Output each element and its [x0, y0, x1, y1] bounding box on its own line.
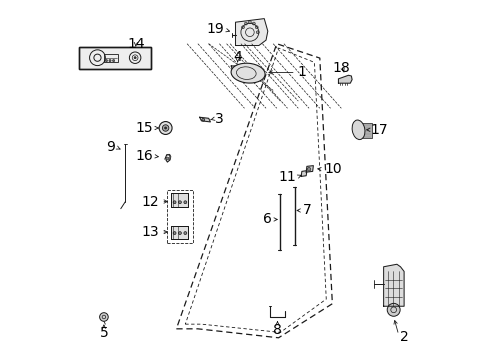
Circle shape — [173, 201, 176, 204]
Text: 1: 1 — [297, 66, 306, 80]
Ellipse shape — [231, 63, 264, 83]
Circle shape — [256, 31, 259, 34]
Text: 5: 5 — [100, 327, 108, 341]
Circle shape — [244, 22, 247, 25]
Bar — [79, 46, 150, 69]
Circle shape — [112, 59, 115, 62]
Circle shape — [241, 26, 244, 29]
Text: 13: 13 — [142, 225, 159, 239]
Text: 11: 11 — [278, 170, 296, 184]
Polygon shape — [305, 166, 313, 172]
Circle shape — [100, 313, 108, 321]
Circle shape — [248, 21, 251, 24]
Circle shape — [134, 57, 136, 59]
Circle shape — [159, 122, 172, 134]
Circle shape — [164, 127, 166, 129]
Text: 18: 18 — [332, 61, 349, 75]
Text: 10: 10 — [324, 162, 341, 176]
Circle shape — [183, 201, 186, 204]
Text: 4: 4 — [233, 50, 242, 64]
Circle shape — [105, 59, 107, 62]
Circle shape — [202, 118, 204, 121]
Text: 15: 15 — [135, 121, 153, 135]
Bar — [171, 226, 188, 239]
Text: 8: 8 — [272, 323, 282, 337]
Bar — [171, 226, 188, 239]
Bar — [167, 190, 192, 243]
Polygon shape — [235, 19, 267, 45]
Ellipse shape — [351, 120, 364, 140]
Circle shape — [255, 26, 258, 29]
Circle shape — [253, 68, 262, 77]
Circle shape — [178, 201, 181, 204]
Circle shape — [183, 231, 186, 234]
Bar — [171, 193, 188, 207]
Text: 2: 2 — [400, 330, 408, 344]
Bar — [171, 193, 188, 207]
Bar — [360, 123, 371, 138]
Circle shape — [178, 231, 181, 234]
Polygon shape — [301, 171, 306, 176]
Text: 19: 19 — [205, 22, 223, 36]
Polygon shape — [338, 75, 351, 83]
Circle shape — [306, 167, 310, 171]
Text: 7: 7 — [303, 203, 311, 217]
Text: 17: 17 — [369, 123, 387, 137]
Polygon shape — [231, 66, 245, 69]
Circle shape — [109, 59, 111, 62]
Text: 3: 3 — [215, 112, 224, 126]
Circle shape — [173, 231, 176, 234]
Text: 16: 16 — [135, 149, 153, 163]
Text: 6: 6 — [262, 212, 271, 226]
Polygon shape — [383, 264, 403, 306]
Circle shape — [162, 125, 168, 131]
Circle shape — [252, 22, 255, 25]
Circle shape — [165, 157, 168, 160]
Polygon shape — [199, 117, 210, 122]
Text: 14: 14 — [127, 37, 144, 51]
Circle shape — [386, 303, 399, 316]
Text: 12: 12 — [142, 194, 159, 208]
Text: 9: 9 — [106, 140, 115, 154]
Bar — [79, 46, 150, 69]
Bar — [104, 54, 118, 62]
